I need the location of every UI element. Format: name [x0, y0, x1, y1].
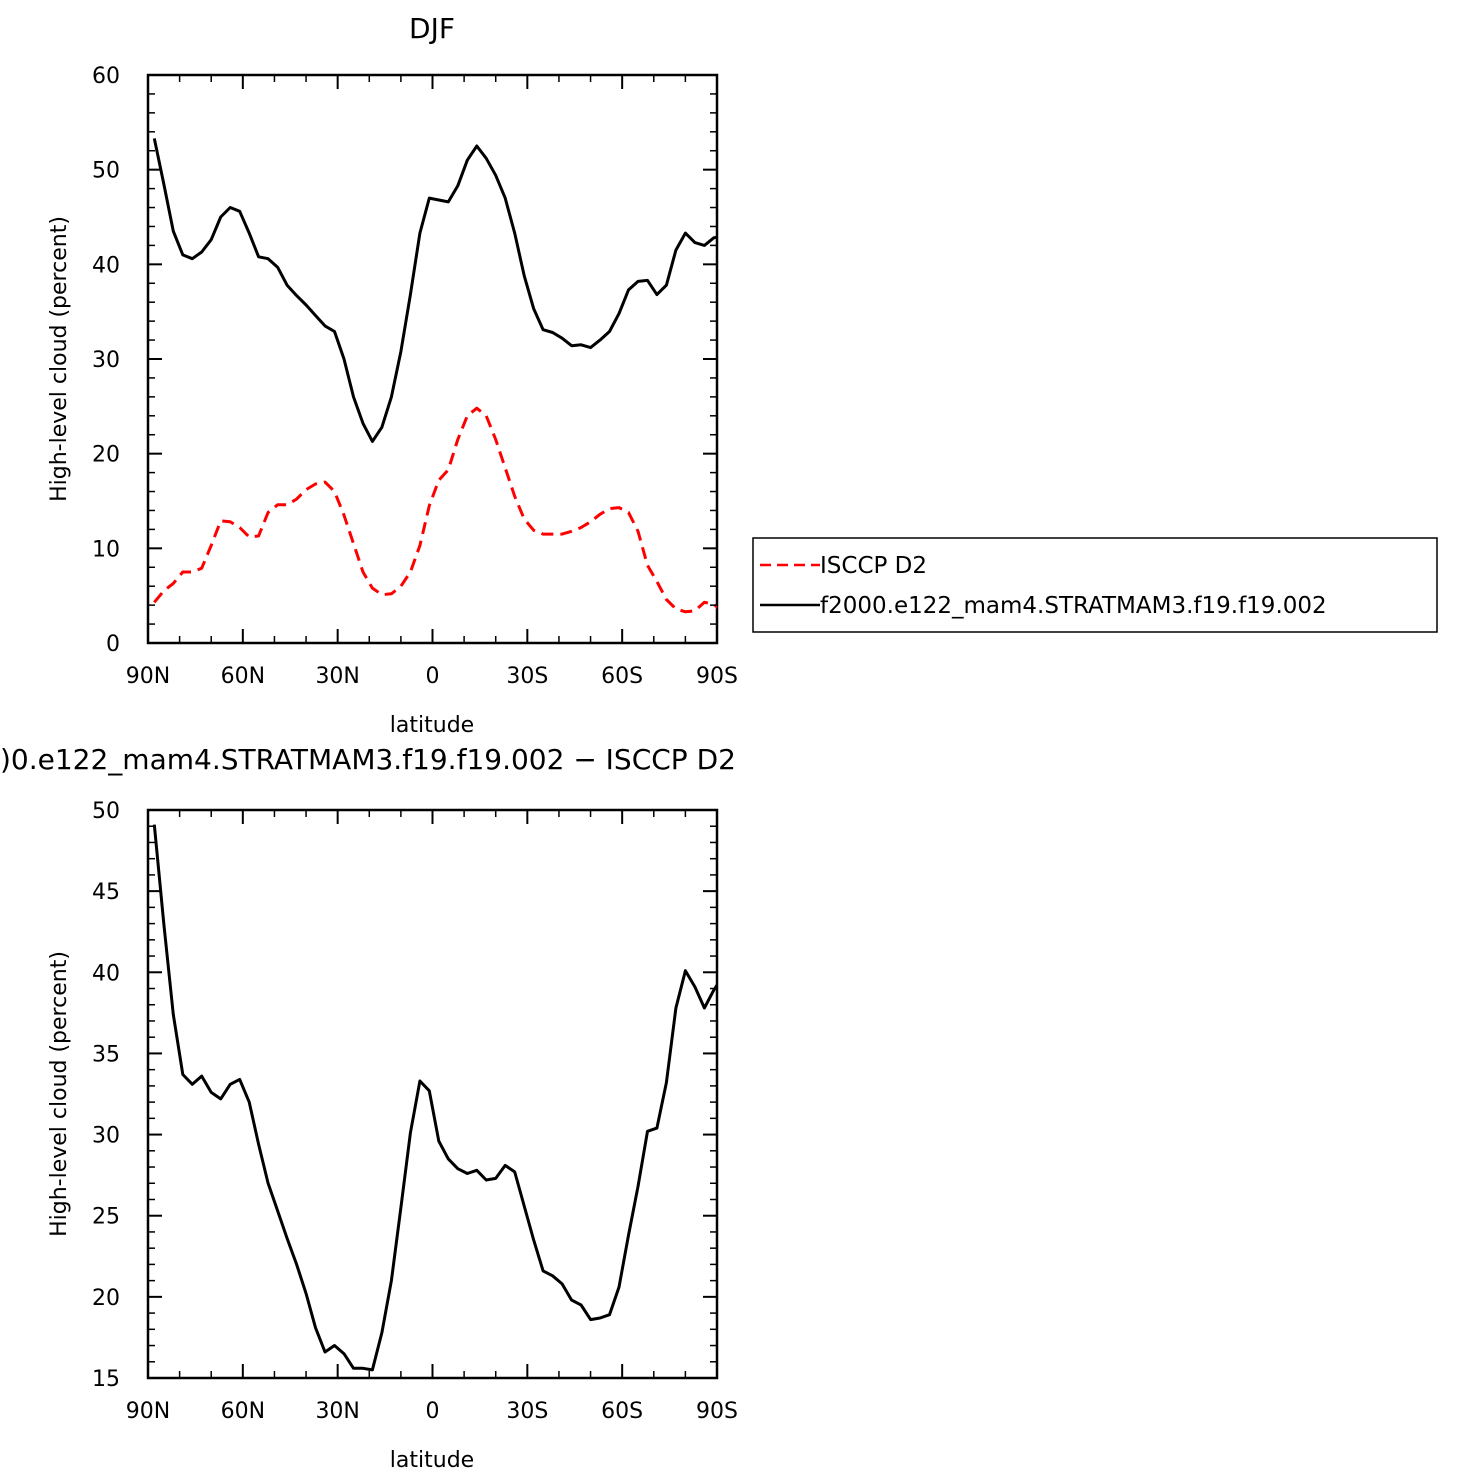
bottom-x-tick-label: 60S	[601, 1399, 643, 1424]
top-chart-title: DJF	[409, 12, 455, 45]
top-x-tick-label: 60N	[221, 664, 265, 689]
bottom-series-layer	[152, 824, 717, 1372]
bottom-chart-title: )0.e122_mam4.STRATMAM3.f19.f19.002 − ISC…	[0, 743, 736, 776]
bottom-plot-frame	[146, 808, 719, 1380]
top-y-tick-label: 50	[92, 159, 120, 184]
bottom-x-tick-label: 30N	[315, 1399, 359, 1424]
bottom-y-tick-label: 50	[92, 799, 120, 824]
bottom-x-tick-label: 0	[426, 1399, 440, 1424]
top-y-tick-label: 60	[92, 64, 120, 89]
bottom-x-tick-label: 90S	[696, 1399, 738, 1424]
top-ticks-layer: 90N 60N 30N 0 30S 60S 90S 0 10 20 30 40 50 60	[92, 64, 738, 689]
bottom-x-tick-label: 60N	[221, 1399, 265, 1424]
top-plot-frame	[146, 73, 719, 645]
top-series-line-0	[153, 406, 717, 614]
bottom-y-tick-label: 40	[92, 961, 120, 986]
top-y-tick-label: 30	[92, 348, 120, 373]
bottom-panel: )0.e122_mam4.STRATMAM3.f19.f19.002 − ISC…	[0, 743, 738, 1473]
bottom-y-axis-label: High-level cloud (percent)	[47, 951, 72, 1237]
bottom-ticks-layer: 90N 60N 30N 0 30S 60S 90S 15 20 25 30 35 40 45 50	[92, 799, 738, 1424]
legend-label-isccp: ISCCP D2	[820, 553, 927, 579]
bottom-y-tick-label: 25	[92, 1205, 120, 1230]
bottom-series-line-0	[152, 824, 717, 1372]
top-series-layer	[152, 138, 717, 614]
bottom-y-tick-label: 45	[92, 880, 120, 905]
bottom-y-tick-label: 30	[92, 1124, 120, 1149]
top-x-tick-label: 30N	[315, 664, 359, 689]
top-y-tick-label: 10	[92, 537, 120, 562]
bottom-y-tick-label: 20	[92, 1286, 120, 1311]
bottom-x-axis-label: latitude	[390, 1448, 474, 1473]
top-x-axis-label: latitude	[390, 713, 474, 738]
top-series-line-1	[152, 138, 717, 443]
top-x-tick-label: 0	[426, 664, 440, 689]
bottom-x-tick-label: 90N	[126, 1399, 170, 1424]
top-panel: DJF 90N 60N 30N 0 30S 60S 90S 0 10 20 30 40 50 60 lat…	[47, 12, 738, 738]
bottom-x-tick-label: 30S	[506, 1399, 548, 1424]
bottom-y-tick-label: 15	[92, 1367, 120, 1392]
legend: ISCCP D2 f2000.e122_mam4.STRATMAM3.f19.f…	[752, 537, 1438, 633]
top-y-tick-label: 20	[92, 443, 120, 468]
top-y-tick-label: 0	[106, 632, 120, 657]
top-y-tick-label: 40	[92, 253, 120, 278]
top-x-tick-label: 90N	[126, 664, 170, 689]
top-x-tick-label: 60S	[601, 664, 643, 689]
legend-label-model: f2000.e122_mam4.STRATMAM3.f19.f19.002	[820, 593, 1327, 619]
top-x-tick-label: 90S	[696, 664, 738, 689]
bottom-y-tick-label: 35	[92, 1042, 120, 1067]
legend-box	[752, 537, 1438, 633]
top-y-axis-label: High-level cloud (percent)	[47, 216, 72, 502]
top-x-tick-label: 30S	[506, 664, 548, 689]
